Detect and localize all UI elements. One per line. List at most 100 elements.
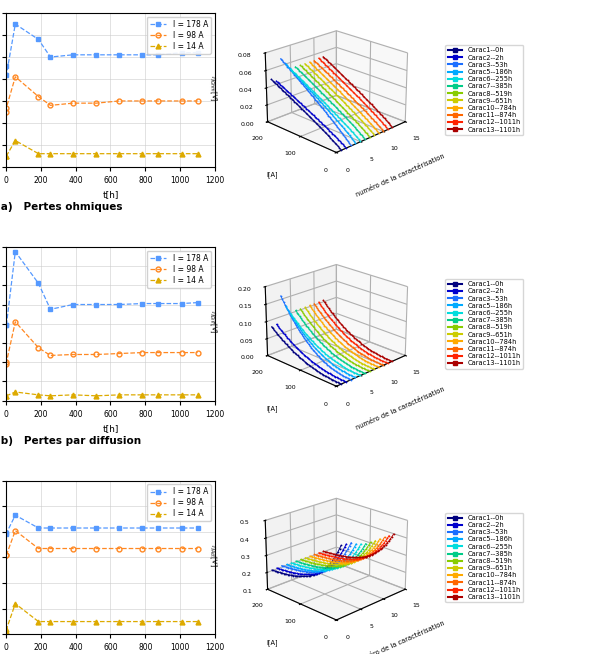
I = 178 A: [178, 524, 186, 532]
I = 98 A: [35, 344, 42, 352]
I = 14 A: [155, 617, 162, 625]
Legend: Carac1--0h, Carac2--2h, Carac3--53h, Carac5--186h, Carac6--255h, Carac7--385h, C: Carac1--0h, Carac2--2h, Carac3--53h, Car…: [445, 45, 523, 135]
Legend: I = 178 A, I = 98 A, I = 14 A: I = 178 A, I = 98 A, I = 14 A: [147, 250, 211, 288]
I = 98 A: [194, 349, 201, 356]
I = 14 A: [35, 391, 42, 399]
I = 14 A: [3, 152, 10, 160]
I = 14 A: [116, 150, 123, 158]
I = 98 A: [178, 97, 186, 105]
I = 98 A: [155, 545, 162, 553]
Y-axis label: I[A]: I[A]: [266, 639, 278, 646]
I = 98 A: [116, 350, 123, 358]
I = 98 A: [69, 99, 77, 107]
I = 178 A: [3, 529, 10, 537]
I = 98 A: [69, 351, 77, 358]
Y-axis label: I[A]: I[A]: [266, 172, 278, 179]
I = 98 A: [47, 101, 54, 109]
I = 98 A: [3, 551, 10, 559]
I = 178 A: [178, 300, 186, 307]
I = 178 A: [12, 248, 19, 256]
I = 14 A: [2, 152, 10, 160]
Text: (b)   Pertes par diffusion: (b) Pertes par diffusion: [0, 436, 141, 446]
I = 98 A: [93, 545, 100, 553]
I = 178 A: [47, 305, 54, 313]
I = 14 A: [178, 617, 186, 625]
I = 178 A: [139, 51, 146, 59]
Line: I = 98 A: I = 98 A: [4, 528, 200, 557]
I = 178 A: [139, 524, 146, 532]
I = 178 A: [47, 53, 54, 61]
I = 14 A: [139, 391, 146, 399]
X-axis label: numéro de la caractérisation: numéro de la caractérisation: [355, 152, 446, 198]
I = 178 A: [93, 301, 100, 309]
I = 14 A: [93, 150, 100, 158]
I = 14 A: [47, 617, 54, 625]
X-axis label: numéro de la caractérisation: numéro de la caractérisation: [355, 620, 446, 654]
I = 98 A: [155, 97, 162, 105]
I = 178 A: [35, 524, 42, 532]
Legend: I = 178 A, I = 98 A, I = 14 A: I = 178 A, I = 98 A, I = 14 A: [147, 17, 211, 54]
I = 98 A: [47, 351, 54, 359]
I = 178 A: [155, 51, 162, 59]
I = 14 A: [47, 392, 54, 400]
I = 98 A: [2, 108, 10, 116]
I = 178 A: [93, 524, 100, 532]
I = 178 A: [116, 51, 123, 59]
I = 14 A: [12, 137, 19, 145]
I = 178 A: [139, 300, 146, 307]
Line: I = 14 A: I = 14 A: [4, 138, 200, 158]
I = 98 A: [178, 349, 186, 356]
Line: I = 14 A: I = 14 A: [4, 390, 200, 398]
I = 14 A: [3, 392, 10, 400]
I = 98 A: [12, 526, 19, 534]
Legend: I = 178 A, I = 98 A, I = 14 A: I = 178 A, I = 98 A, I = 14 A: [147, 485, 211, 521]
I = 14 A: [47, 150, 54, 158]
Legend: Carac1--0h, Carac2--2h, Carac3--53h, Carac5--186h, Carac6--255h, Carac7--385h, C: Carac1--0h, Carac2--2h, Carac3--53h, Car…: [445, 279, 523, 369]
I = 178 A: [35, 279, 42, 287]
I = 98 A: [3, 103, 10, 111]
Line: I = 98 A: I = 98 A: [4, 319, 200, 366]
I = 14 A: [116, 391, 123, 399]
I = 98 A: [69, 545, 77, 553]
I = 14 A: [3, 625, 10, 633]
I = 14 A: [194, 150, 201, 158]
Y-axis label: I[A]: I[A]: [266, 405, 278, 412]
I = 178 A: [3, 320, 10, 328]
I = 14 A: [93, 617, 100, 625]
I = 178 A: [2, 62, 10, 70]
X-axis label: numéro de la caractérisation: numéro de la caractérisation: [355, 387, 446, 431]
I = 14 A: [69, 150, 77, 158]
I = 14 A: [2, 627, 10, 634]
Text: (a)   Pertes ohmiques: (a) Pertes ohmiques: [0, 202, 122, 213]
I = 178 A: [12, 511, 19, 519]
I = 178 A: [12, 20, 19, 28]
I = 98 A: [12, 73, 19, 80]
I = 14 A: [12, 388, 19, 396]
Line: I = 14 A: I = 14 A: [4, 601, 200, 633]
I = 178 A: [194, 48, 201, 56]
Line: I = 178 A: I = 178 A: [4, 22, 200, 77]
I = 14 A: [178, 391, 186, 399]
X-axis label: t[h]: t[h]: [102, 424, 119, 433]
I = 98 A: [178, 545, 186, 553]
I = 178 A: [69, 524, 77, 532]
I = 98 A: [47, 545, 54, 553]
I = 98 A: [194, 97, 201, 105]
Legend: Carac1--0h, Carac2--2h, Carac3--53h, Carac5--186h, Carac6--255h, Carac7--385h, C: Carac1--0h, Carac2--2h, Carac3--53h, Car…: [445, 513, 523, 602]
I = 98 A: [139, 545, 146, 553]
I = 14 A: [35, 617, 42, 625]
I = 14 A: [69, 617, 77, 625]
I = 14 A: [194, 391, 201, 399]
I = 178 A: [116, 524, 123, 532]
I = 14 A: [12, 600, 19, 608]
I = 178 A: [93, 51, 100, 59]
I = 14 A: [139, 150, 146, 158]
I = 98 A: [116, 97, 123, 105]
I = 98 A: [12, 318, 19, 326]
I = 178 A: [69, 51, 77, 59]
I = 98 A: [155, 349, 162, 356]
I = 98 A: [93, 351, 100, 358]
I = 178 A: [2, 320, 10, 328]
I = 178 A: [116, 301, 123, 309]
I = 98 A: [2, 551, 10, 559]
